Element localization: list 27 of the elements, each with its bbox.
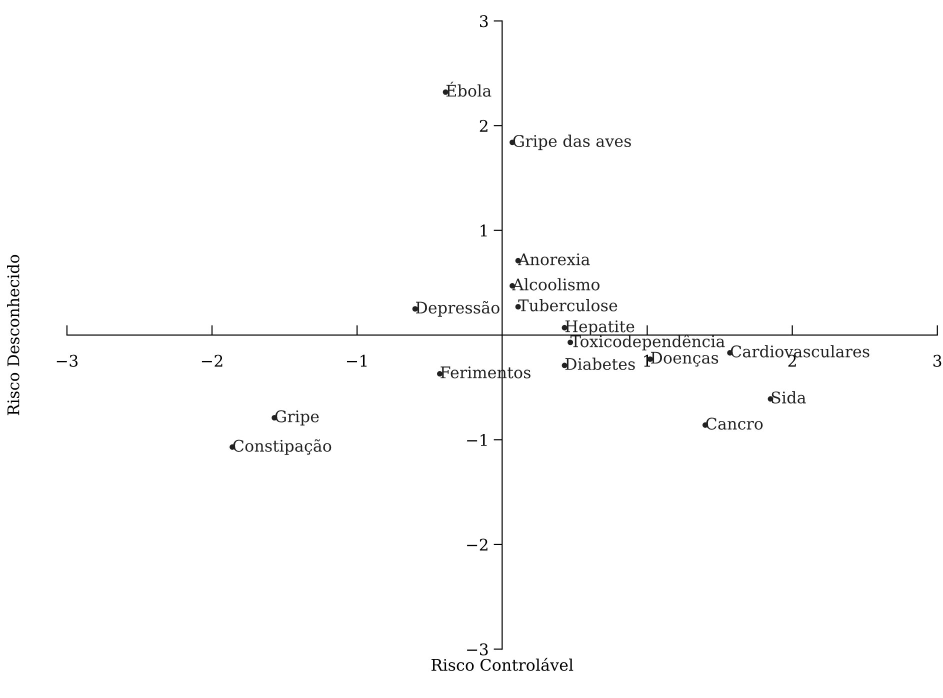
y-tick-label: −1 (467, 434, 487, 446)
data-label: Constipação (233, 439, 332, 455)
y-tick-label: −2 (467, 538, 488, 551)
x-tick-label: −2 (202, 354, 222, 367)
data-label: Sida (772, 391, 806, 404)
data-label: Ébola (446, 82, 492, 97)
x-axis-title: Risco Controlável (432, 658, 574, 671)
data-label: Gripe das aves (513, 134, 631, 150)
y-tick-label: 1 (480, 224, 487, 236)
data-label: Gripe (275, 410, 319, 426)
y-tick-label: 2 (480, 120, 488, 132)
data-label: Hepatite (565, 320, 634, 336)
x-tick-label: −3 (56, 354, 78, 367)
x-tick-label: 1 (644, 354, 650, 367)
y-tick-label: 3 (480, 15, 488, 28)
data-label: Tuberculose (518, 299, 618, 312)
data-label: Diabetes (565, 358, 635, 370)
x-tick-label: −1 (347, 354, 367, 367)
data-label: Toxicodependência (570, 334, 725, 350)
data-label: Doenças (650, 352, 718, 367)
y-axis-title: Risco Desconhecido (7, 254, 20, 416)
data-label: Depressão (416, 301, 500, 317)
data-label: Anorexia (518, 253, 590, 266)
x-tick-label: 3 (933, 354, 942, 367)
y-tick-label: −3 (467, 643, 488, 656)
data-label: Alcoolismo (512, 278, 600, 290)
data-label: Cancro (706, 418, 763, 430)
